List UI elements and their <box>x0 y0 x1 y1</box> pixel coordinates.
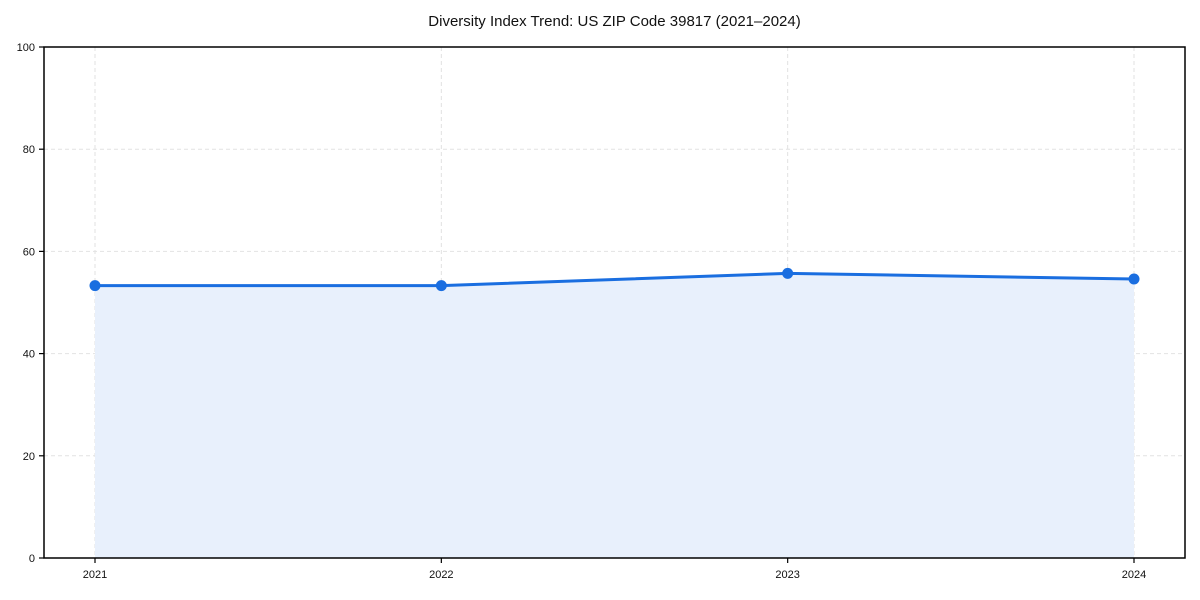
area-fill <box>95 273 1134 558</box>
y-tick-label: 20 <box>23 451 35 463</box>
x-tick-label: 2024 <box>1122 569 1146 581</box>
data-point-marker <box>1128 273 1140 285</box>
y-tick-label: 80 <box>23 144 35 156</box>
chart-title: Diversity Index Trend: US ZIP Code 39817… <box>428 13 801 30</box>
data-point-marker <box>782 267 794 279</box>
y-tick-label: 0 <box>29 553 35 565</box>
trend-line <box>93 271 1136 288</box>
plot-border <box>43 46 1186 559</box>
x-tick-label: 2022 <box>429 569 453 581</box>
y-tick-label: 100 <box>17 42 35 54</box>
y-tick-label: 40 <box>23 349 35 361</box>
x-tick-label: 2023 <box>775 569 799 581</box>
y-tick-label: 60 <box>23 246 35 258</box>
data-point-marker <box>435 280 447 292</box>
x-tick-label: 2021 <box>83 569 107 581</box>
data-point-marker <box>89 280 101 292</box>
